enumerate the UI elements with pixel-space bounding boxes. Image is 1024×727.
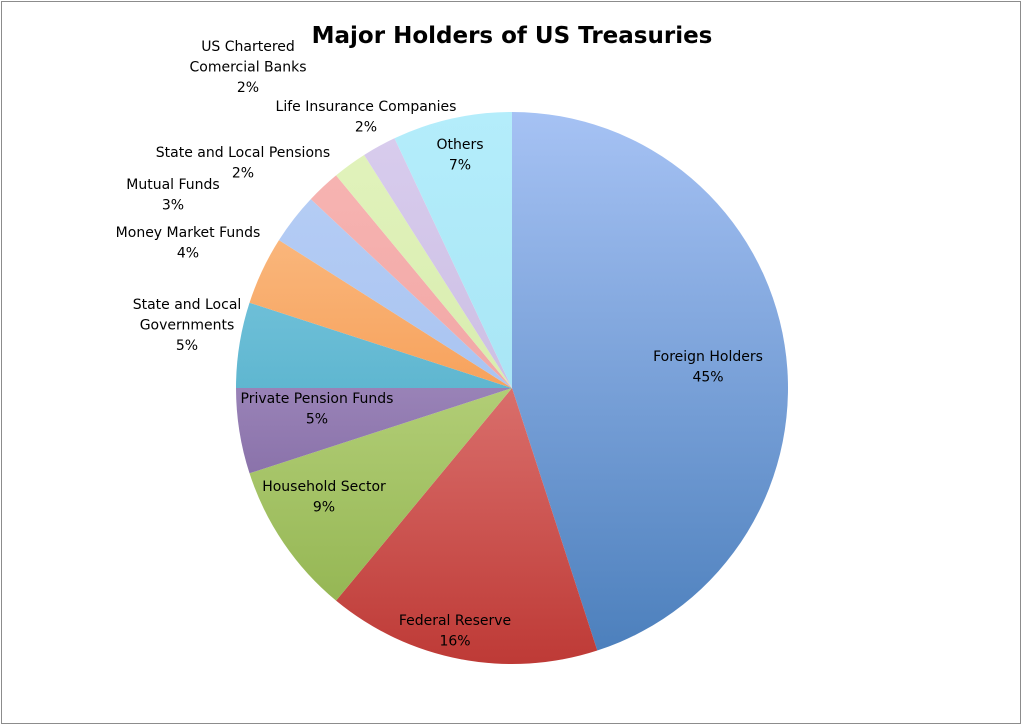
slice-percent: 3% [162, 198, 184, 214]
slice-label-us-chartered-comercial-banks: US Chartered Comercial Banks 2% [189, 39, 306, 96]
slice-label-money-market-funds: Money Market Funds 4% [116, 225, 261, 262]
slice-label-mutual-funds: Mutual Funds 3% [126, 177, 219, 214]
pie-slice-foreign-holders [512, 112, 788, 651]
slice-name: Governments [140, 318, 235, 334]
slice-label-household-sector: Household Sector 9% [262, 479, 386, 516]
slice-name: US Chartered [201, 39, 295, 55]
pie-slice-state-and-local-pensions [310, 175, 512, 388]
pie-slice-state-and-local-governments [236, 302, 512, 388]
pie-slice-us-chartered-comercial-banks [364, 138, 512, 388]
slice-percent: 16% [439, 634, 470, 650]
slice-name: State and Local Pensions [156, 145, 330, 161]
slice-name: Private Pension Funds [241, 391, 394, 407]
slice-labels: Foreign Holders 45% Federal Reserve 16% Hous… [116, 39, 763, 650]
slice-name: Mutual Funds [126, 177, 219, 193]
slice-label-private-pension-funds: Private Pension Funds 5% [241, 391, 394, 428]
slice-label-state-and-local-pensions: State and Local Pensions 2% [156, 145, 330, 182]
pie-slice-mutual-funds [278, 199, 512, 388]
slice-label-foreign-holders: Foreign Holders 45% [653, 349, 763, 386]
slice-percent: 5% [176, 338, 198, 354]
slice-name: State and Local [133, 297, 242, 313]
slice-name: Household Sector [262, 479, 386, 495]
slice-name: Foreign Holders [653, 349, 763, 365]
slice-percent: 45% [692, 370, 723, 386]
slice-label-others: Others 7% [436, 137, 483, 174]
pie-slice-life-insurance-companies [336, 154, 512, 388]
pie-slice-money-market-funds [249, 240, 512, 388]
slice-label-state-and-local-governments: State and Local Governments 5% [133, 297, 242, 354]
pie-slice-federal-reserve [336, 388, 598, 664]
slice-name: Comercial Banks [189, 60, 306, 76]
slice-name: Others [436, 137, 483, 153]
slice-name: Money Market Funds [116, 225, 261, 241]
slice-name: Federal Reserve [399, 613, 511, 629]
slice-percent: 2% [355, 120, 377, 136]
slice-label-life-insurance-companies: Life Insurance Companies 2% [276, 99, 457, 136]
slice-name: Life Insurance Companies [276, 99, 457, 115]
slice-percent: 9% [313, 500, 335, 516]
pie-slice-others [394, 112, 512, 388]
pie-slice-household-sector [249, 388, 512, 601]
slice-percent: 5% [306, 412, 328, 428]
slice-percent: 7% [449, 158, 471, 174]
pie-slice-private-pension-funds [236, 388, 512, 474]
pie-slices [236, 112, 788, 664]
slice-percent: 4% [177, 246, 199, 262]
slice-percent: 2% [237, 80, 259, 96]
chart-title: Major Holders of US Treasuries [312, 23, 713, 49]
slice-label-federal-reserve: Federal Reserve 16% [399, 613, 511, 650]
slice-percent: 2% [232, 166, 254, 182]
